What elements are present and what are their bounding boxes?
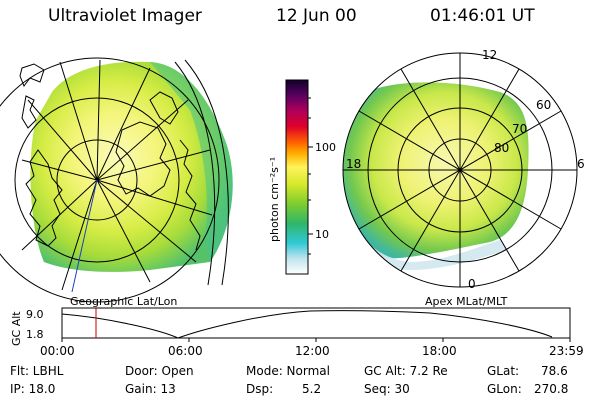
magnetic-polar-plot xyxy=(342,52,578,288)
time-tick-1200: 12:00 xyxy=(295,344,330,358)
time-tick-2359: 23:59 xyxy=(549,344,584,358)
colorbar-tick-100: 100 xyxy=(315,141,336,154)
mlt-label-0: 0 xyxy=(468,277,476,291)
right-panel-caption: Apex MLat/MLT xyxy=(425,295,508,308)
status-gc-alt: GC Alt: 7.2 Re xyxy=(364,364,448,378)
geographic-map xyxy=(0,57,233,303)
time-tick-0600: 06:00 xyxy=(168,344,203,358)
status-ip: IP: 18.0 xyxy=(10,382,56,396)
time-tick-0000: 00:00 xyxy=(40,344,75,358)
status-mode: Mode: Normal xyxy=(246,364,330,378)
colorbar-tick-10: 10 xyxy=(315,228,329,241)
mlat-label-60: 60 xyxy=(536,98,552,112)
altitude-ytick-low: 1.8 xyxy=(26,328,44,341)
status-gain: Gain: 13 xyxy=(125,382,176,396)
observation-date: 12 Jun 00 xyxy=(276,6,357,26)
status-glat-value: 78.6 xyxy=(541,364,568,378)
status-dsp-label: Dsp: xyxy=(246,382,274,396)
status-glon-label: GLon: xyxy=(487,382,522,396)
mlat-label-80: 80 xyxy=(494,141,510,155)
status-glon-value: 270.8 xyxy=(534,382,569,396)
status-glat-label: GLat: xyxy=(487,364,520,378)
colorbar xyxy=(285,79,313,275)
mlt-label-18: 18 xyxy=(346,157,362,171)
altitude-plot xyxy=(61,307,571,342)
colorbar-unit-label: photon cm⁻²s⁻¹ xyxy=(268,156,281,242)
status-seq: Seq: 30 xyxy=(364,382,410,396)
status-dsp-value: 5.2 xyxy=(302,382,322,396)
status-filter: Flt: LBHL xyxy=(10,364,64,378)
status-door: Door: Open xyxy=(125,364,194,378)
altitude-ytick-high: 9.0 xyxy=(26,308,44,321)
time-tick-1800: 18:00 xyxy=(422,344,457,358)
left-panel-caption: Geographic Lat/Lon xyxy=(70,295,178,308)
observation-time: 01:46:01 UT xyxy=(430,6,535,26)
imager-title: Ultraviolet Imager xyxy=(48,6,202,26)
mlat-label-70: 70 xyxy=(512,122,528,136)
mlt-label-6: 6 xyxy=(577,157,585,171)
altitude-ylabel: GC Alt xyxy=(10,311,23,346)
mlt-label-12: 12 xyxy=(482,48,498,62)
